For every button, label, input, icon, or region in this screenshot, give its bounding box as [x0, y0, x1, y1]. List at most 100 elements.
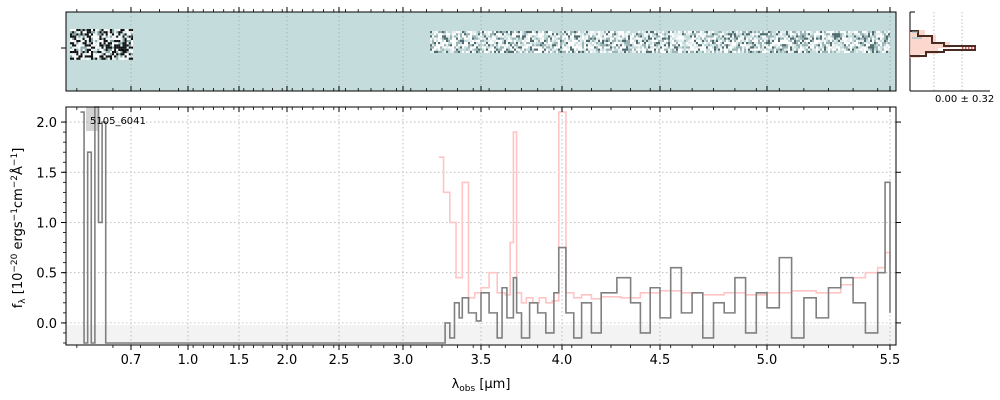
pixel-cell	[80, 33, 83, 36]
trace-cell	[546, 35, 548, 38]
trace-cell	[806, 42, 808, 45]
trace-cell	[636, 31, 638, 34]
trace-cell	[440, 31, 442, 34]
trace-cell	[674, 48, 676, 51]
trace-cell	[826, 50, 828, 53]
trace-cell	[846, 39, 848, 42]
trace-cell	[822, 48, 824, 51]
trace-cell	[580, 33, 582, 36]
y-tick-label: 0.5	[36, 267, 57, 282]
trace-cell	[836, 33, 838, 36]
pixel-cell	[118, 42, 121, 45]
trace-cell	[448, 42, 450, 45]
trace-cell	[742, 42, 744, 45]
trace-cell	[758, 39, 760, 42]
trace-cell	[660, 39, 662, 42]
trace-cell	[708, 31, 710, 34]
trace-cell	[680, 33, 682, 36]
pixel-cell	[95, 48, 98, 51]
trace-cell	[504, 35, 506, 38]
trace-cell	[856, 31, 858, 34]
trace-cell	[602, 48, 604, 51]
pixel-cell	[82, 55, 85, 58]
trace-cell	[440, 46, 442, 49]
trace-cell	[820, 31, 822, 34]
trace-cell	[726, 44, 728, 47]
pixel-cell	[101, 51, 104, 54]
trace-cell	[840, 37, 842, 40]
trace-cell	[852, 31, 854, 34]
trace-cell	[668, 35, 670, 38]
trace-cell	[454, 48, 456, 51]
trace-cell	[864, 35, 866, 38]
trace-cell	[888, 31, 890, 34]
trace-cell	[468, 37, 470, 40]
trace-cell	[856, 50, 858, 53]
pixel-cell	[91, 35, 94, 38]
trace-cell	[762, 31, 764, 34]
pixel-cell	[126, 29, 129, 32]
pixel-cell	[124, 31, 127, 34]
trace-cell	[570, 33, 572, 36]
trace-cell	[528, 37, 530, 40]
trace-cell	[716, 46, 718, 49]
trace-cell	[442, 44, 444, 47]
trace-cell	[672, 50, 674, 53]
trace-cell	[702, 50, 704, 53]
trace-cell	[770, 44, 772, 47]
trace-cell	[534, 48, 536, 51]
trace-cell	[498, 48, 500, 51]
trace-cell	[454, 44, 456, 47]
trace-cell	[614, 46, 616, 49]
trace-cell	[520, 46, 522, 49]
trace-cell	[838, 39, 840, 42]
trace-cell	[450, 33, 452, 36]
pixel-cell	[70, 35, 73, 38]
trace-cell	[870, 46, 872, 49]
trace-cell	[458, 37, 460, 40]
trace-cell	[788, 39, 790, 42]
trace-cell	[832, 48, 834, 51]
trace-cell	[634, 50, 636, 53]
trace-cell	[572, 42, 574, 45]
trace-cell	[850, 33, 852, 36]
trace-cell	[844, 46, 846, 49]
trace-cell	[566, 50, 568, 53]
trace-cell	[866, 44, 868, 47]
trace-cell	[888, 37, 890, 40]
trace-cell	[744, 39, 746, 42]
pixel-cell	[124, 35, 127, 38]
pixel-cell	[130, 31, 133, 34]
pixel-cell	[120, 40, 123, 43]
pixel-cell	[120, 55, 123, 58]
pixel-cell	[88, 40, 91, 43]
trace-cell	[444, 42, 446, 45]
pixel-cell	[99, 31, 102, 34]
trace-cell	[680, 48, 682, 51]
trace-cell	[486, 42, 488, 45]
trace-cell	[832, 44, 834, 47]
trace-cell	[726, 46, 728, 49]
trace-cell	[778, 35, 780, 38]
trace-cell	[592, 37, 594, 40]
trace-cell	[610, 48, 612, 51]
pixel-cell	[88, 53, 91, 56]
trace-cell	[788, 35, 790, 38]
trace-cell	[650, 31, 652, 34]
trace-cell	[648, 50, 650, 53]
trace-cell	[566, 37, 568, 40]
trace-cell	[524, 37, 526, 40]
trace-cell	[682, 50, 684, 53]
pixel-cell	[105, 46, 108, 49]
trace-cell	[690, 42, 692, 45]
trace-cell	[796, 31, 798, 34]
pixel-cell	[70, 57, 73, 60]
pixel-cell	[109, 33, 112, 36]
trace-cell	[786, 42, 788, 45]
trace-cell	[464, 39, 466, 42]
trace-cell	[852, 39, 854, 42]
trace-cell	[514, 33, 516, 36]
trace-cell	[848, 50, 850, 53]
trace-cell	[846, 48, 848, 51]
trace-cell	[550, 35, 552, 38]
